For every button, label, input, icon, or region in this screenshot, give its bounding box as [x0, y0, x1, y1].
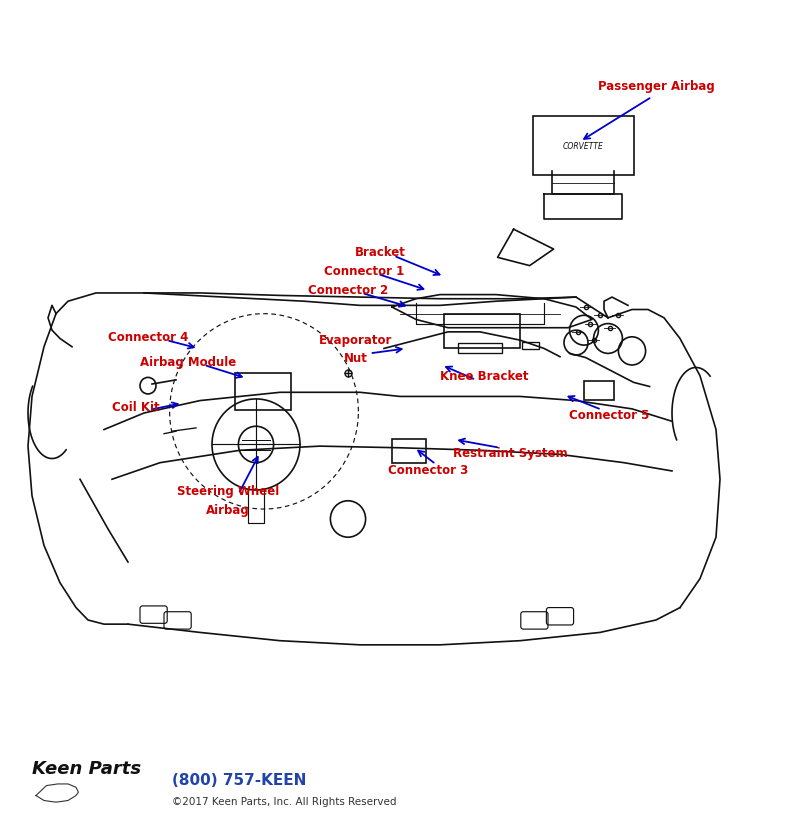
Text: Nut: Nut: [344, 351, 368, 365]
Text: CORVETTE: CORVETTE: [562, 141, 604, 151]
Text: (800) 757-KEEN: (800) 757-KEEN: [172, 772, 306, 787]
Text: Connector 2: Connector 2: [308, 284, 388, 297]
Text: Restraint System: Restraint System: [453, 447, 568, 460]
Text: Connector 1: Connector 1: [324, 265, 404, 278]
Text: Steering Wheel: Steering Wheel: [177, 485, 279, 498]
Text: Bracket: Bracket: [354, 246, 406, 259]
Text: Passenger Airbag: Passenger Airbag: [598, 80, 714, 93]
Text: Keen Parts: Keen Parts: [32, 759, 141, 777]
Text: Connector 4: Connector 4: [108, 331, 188, 344]
Text: Airbag: Airbag: [206, 503, 250, 516]
Text: Knee Bracket: Knee Bracket: [440, 370, 528, 383]
Text: Connector 3: Connector 3: [388, 463, 468, 476]
Text: ©2017 Keen Parts, Inc. All Rights Reserved: ©2017 Keen Parts, Inc. All Rights Reserv…: [172, 796, 397, 806]
Text: Airbag Module: Airbag Module: [140, 356, 236, 369]
Text: Coil Kit: Coil Kit: [112, 400, 160, 414]
Text: Connector 5: Connector 5: [570, 409, 650, 422]
Text: Evaporator: Evaporator: [319, 333, 393, 347]
